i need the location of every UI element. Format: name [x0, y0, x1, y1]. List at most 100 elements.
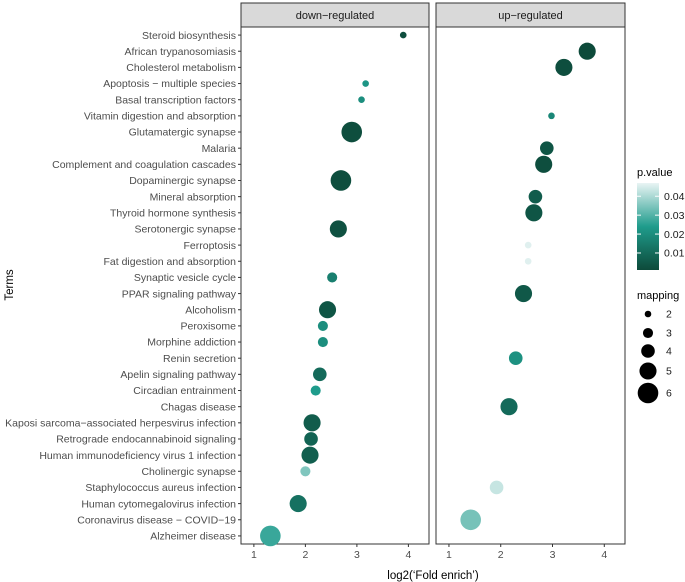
- data-point: [514, 285, 533, 303]
- data-point: [548, 112, 555, 120]
- data-point: [313, 367, 327, 382]
- term-label: Renin secretion: [163, 353, 236, 365]
- size-legend-dot: [644, 310, 652, 318]
- x-tick-label: 4: [405, 549, 411, 561]
- term-label: Apelin signaling pathway: [120, 369, 236, 381]
- data-point: [301, 446, 319, 464]
- term-label: Malaria: [202, 143, 237, 155]
- panel-up-regulated: [435, 26, 626, 545]
- panel-down-regulated: [240, 26, 430, 545]
- size-legend-title: mapping: [637, 290, 679, 302]
- data-point: [535, 155, 553, 173]
- data-point: [317, 320, 328, 331]
- data-point: [358, 96, 365, 104]
- color-legend-label: 0.04: [664, 191, 685, 203]
- x-axis-down-regulated: 1 2 3 4: [251, 544, 411, 561]
- y-axis-ticks: [238, 34, 241, 537]
- data-point: [260, 525, 281, 547]
- strip-label-down-regulated: down−regulated: [296, 10, 375, 22]
- color-legend-label: 0.01: [664, 248, 685, 260]
- term-label: Cholesterol metabolism: [126, 62, 236, 74]
- strip-label-up-regulated: up−regulated: [498, 10, 563, 22]
- data-point: [578, 42, 596, 60]
- data-point: [317, 336, 328, 348]
- data-point: [303, 414, 321, 432]
- data-point: [525, 204, 543, 222]
- data-point: [500, 398, 518, 416]
- points-up-regulated: [460, 42, 596, 531]
- term-label: Human cytomegalovirus infection: [81, 498, 236, 510]
- term-label: African trypanosomiasis: [125, 46, 236, 58]
- size-legend-dot: [639, 362, 657, 380]
- data-point: [524, 257, 532, 265]
- term-label: Staphylococcus aureus infection: [85, 482, 236, 494]
- x-tick-label: 3: [354, 549, 360, 561]
- data-point: [341, 121, 363, 143]
- term-label: Thyroid hormone synthesis: [110, 207, 236, 219]
- data-point: [304, 432, 318, 446]
- size-legend-dot: [641, 344, 655, 358]
- term-label: Retrograde endocannabinoid signaling: [56, 434, 236, 446]
- term-label: Mineral absorption: [150, 191, 237, 203]
- term-label: Glutamatergic synapse: [129, 127, 237, 139]
- points-down-regulated: [260, 31, 407, 547]
- x-tick-label: 1: [251, 549, 257, 561]
- term-label: Synaptic vesicle cycle: [134, 272, 236, 284]
- data-point: [489, 480, 504, 495]
- term-label: Chagas disease: [161, 401, 236, 413]
- x-tick-label: 4: [601, 549, 607, 561]
- x-axis-title: log2(‘Fold enrich’): [387, 570, 479, 582]
- x-tick-label: 2: [302, 549, 308, 561]
- color-legend-label: 0.03: [664, 210, 685, 222]
- term-label: Steroid biosynthesis: [142, 30, 236, 42]
- term-label: Peroxisome: [181, 321, 237, 333]
- data-point: [318, 301, 337, 319]
- size-legend-label: 2: [666, 309, 672, 321]
- term-label: Dopaminergic synapse: [129, 175, 236, 187]
- term-label: Coronavirus disease − COVID−19: [77, 514, 236, 526]
- term-label: Fat digestion and absorption: [103, 256, 236, 268]
- term-label: Apoptosis − multiple species: [103, 78, 236, 90]
- term-label: Serotonergic synapse: [134, 224, 236, 236]
- term-label: Human immunodeficiency virus 1 infection: [39, 450, 236, 462]
- x-tick-label: 2: [498, 549, 504, 561]
- size-legend: 2 3 4 5 6: [637, 309, 672, 404]
- term-label: Basal transcription factors: [115, 94, 236, 106]
- data-point: [327, 272, 338, 283]
- strip-down-regulated: [240, 2, 430, 28]
- size-legend-dot: [637, 382, 659, 404]
- color-legend-label: 0.02: [664, 229, 685, 241]
- data-point: [528, 189, 543, 204]
- y-axis-title: Terms: [4, 269, 16, 301]
- term-label: Complement and coagulation cascades: [52, 159, 236, 171]
- term-label: Alzheimer disease: [150, 531, 236, 543]
- data-point: [289, 495, 307, 513]
- data-point: [329, 220, 347, 238]
- term-label: Circadian entrainment: [133, 385, 236, 397]
- data-point: [330, 170, 352, 191]
- size-legend-label: 6: [666, 388, 672, 400]
- data-point: [460, 509, 481, 531]
- term-label: PPAR signaling pathway: [122, 288, 237, 300]
- term-label: Cholinergic synapse: [141, 466, 236, 478]
- x-tick-label: 3: [550, 549, 556, 561]
- size-legend-label: 4: [666, 346, 672, 358]
- strip-up-regulated: [435, 2, 626, 28]
- y-axis-labels: Steroid biosynthesis African trypanosomia…: [5, 30, 237, 543]
- size-legend-label: 3: [666, 328, 672, 340]
- data-point: [540, 141, 554, 155]
- term-label: Ferroptosis: [183, 240, 236, 252]
- term-label: Morphine addiction: [147, 337, 236, 349]
- size-legend-label: 5: [666, 366, 672, 378]
- color-legend-bar: [637, 183, 659, 270]
- term-label: Alcoholism: [185, 304, 236, 316]
- data-point: [300, 466, 311, 477]
- data-point: [362, 80, 369, 87]
- x-axis-up-regulated: 1 2 3 4: [446, 544, 607, 561]
- color-legend-title: p.value: [637, 167, 672, 179]
- term-label: Vitamin digestion and absorption: [84, 111, 236, 123]
- x-tick-label: 1: [446, 549, 452, 561]
- data-point: [524, 241, 532, 249]
- data-point: [508, 351, 523, 366]
